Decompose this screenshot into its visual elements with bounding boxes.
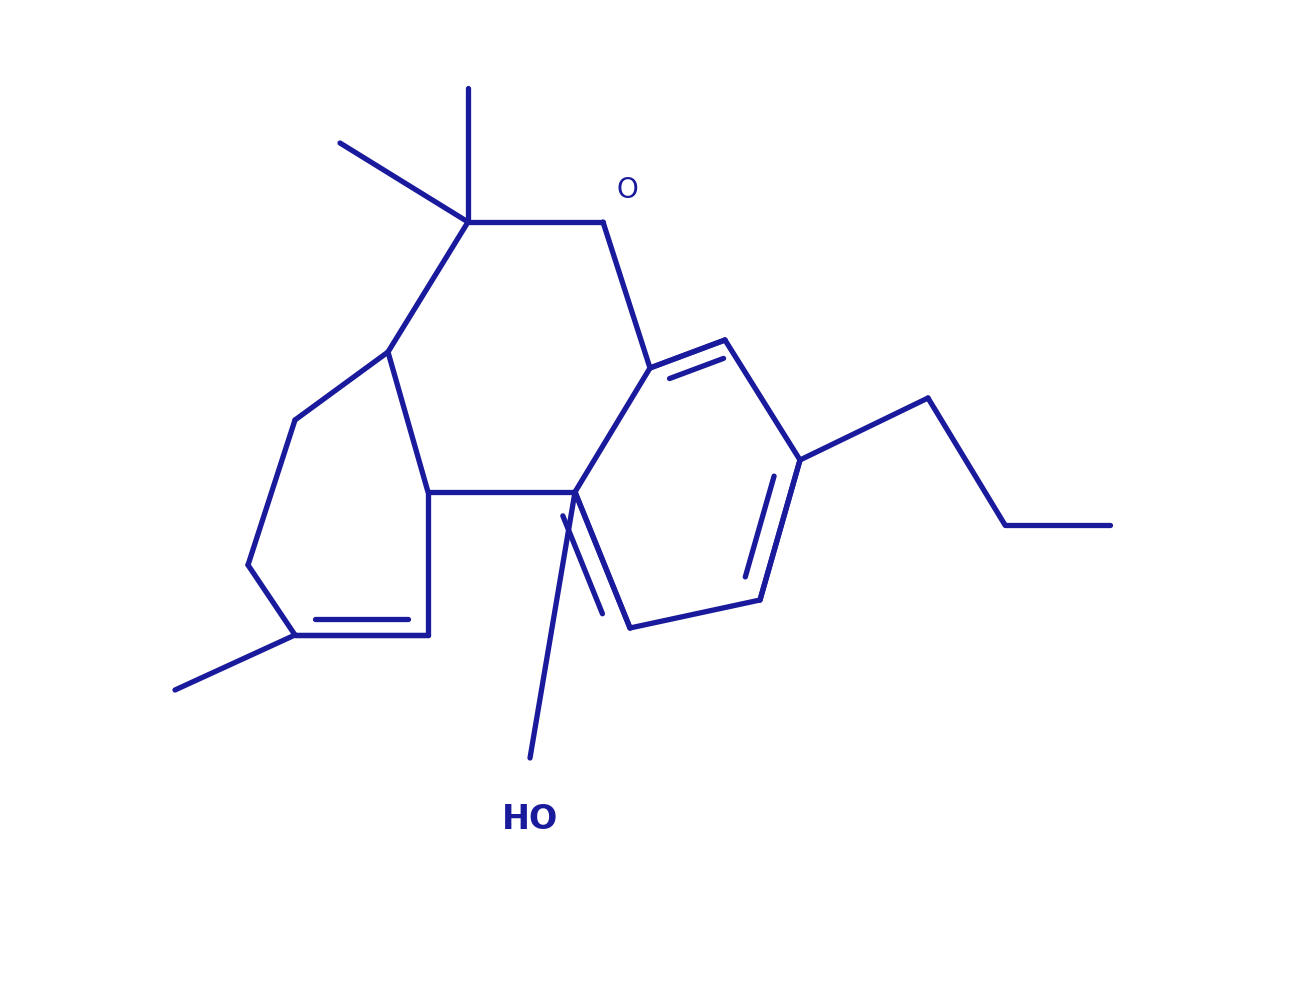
Text: HO: HO <box>502 803 558 836</box>
Text: O: O <box>616 176 638 204</box>
